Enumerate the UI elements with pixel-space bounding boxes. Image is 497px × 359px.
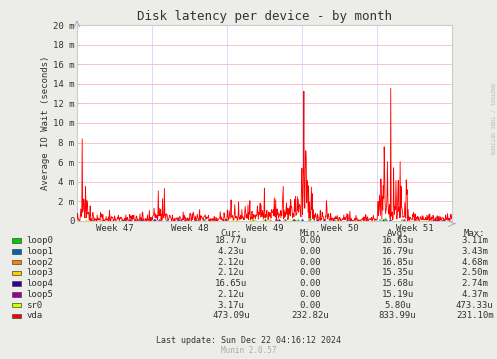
Text: 231.10m: 231.10m: [456, 311, 494, 321]
Text: 16.65u: 16.65u: [215, 279, 247, 288]
Text: 833.99u: 833.99u: [379, 311, 416, 321]
Text: loop3: loop3: [26, 268, 53, 278]
Text: 2.12u: 2.12u: [218, 268, 245, 278]
Text: 16.63u: 16.63u: [382, 236, 414, 245]
Text: 2.50m: 2.50m: [461, 268, 488, 278]
Text: vda: vda: [26, 311, 42, 321]
Text: 15.68u: 15.68u: [382, 279, 414, 288]
Text: 2.74m: 2.74m: [461, 279, 488, 288]
Text: 15.35u: 15.35u: [382, 268, 414, 278]
Text: Avg:: Avg:: [387, 229, 409, 238]
Text: 3.11m: 3.11m: [461, 236, 488, 245]
Text: Min:: Min:: [300, 229, 322, 238]
Text: 3.43m: 3.43m: [461, 247, 488, 256]
Text: 0.00: 0.00: [300, 279, 322, 288]
Text: 473.09u: 473.09u: [212, 311, 250, 321]
Text: loop0: loop0: [26, 236, 53, 245]
Y-axis label: Average IO Wait (seconds): Average IO Wait (seconds): [41, 56, 50, 190]
Text: 232.82u: 232.82u: [292, 311, 330, 321]
Text: loop1: loop1: [26, 247, 53, 256]
Text: 473.33u: 473.33u: [456, 300, 494, 310]
Text: 0.00: 0.00: [300, 236, 322, 245]
Text: 15.19u: 15.19u: [382, 290, 414, 299]
Text: 2.12u: 2.12u: [218, 290, 245, 299]
Text: 3.17u: 3.17u: [218, 300, 245, 310]
Text: 0.00: 0.00: [300, 247, 322, 256]
Text: 16.85u: 16.85u: [382, 257, 414, 267]
Text: Cur:: Cur:: [220, 229, 242, 238]
Text: Max:: Max:: [464, 229, 486, 238]
Text: 4.68m: 4.68m: [461, 257, 488, 267]
Text: 4.23u: 4.23u: [218, 247, 245, 256]
Text: loop4: loop4: [26, 279, 53, 288]
Text: 0.00: 0.00: [300, 290, 322, 299]
Text: 0.00: 0.00: [300, 257, 322, 267]
Title: Disk latency per device - by month: Disk latency per device - by month: [137, 10, 392, 23]
Text: 4.37m: 4.37m: [461, 290, 488, 299]
Text: 16.79u: 16.79u: [382, 247, 414, 256]
Text: 2.12u: 2.12u: [218, 257, 245, 267]
Text: Last update: Sun Dec 22 04:16:12 2024: Last update: Sun Dec 22 04:16:12 2024: [156, 336, 341, 345]
Text: RRDTOOL / TOBI OETIKER: RRDTOOL / TOBI OETIKER: [490, 83, 495, 154]
Text: sr0: sr0: [26, 300, 42, 310]
Text: Munin 2.0.57: Munin 2.0.57: [221, 346, 276, 355]
Text: 0.00: 0.00: [300, 268, 322, 278]
Text: loop2: loop2: [26, 257, 53, 267]
Text: 5.80u: 5.80u: [384, 300, 411, 310]
Text: 0.00: 0.00: [300, 300, 322, 310]
Text: loop5: loop5: [26, 290, 53, 299]
Text: 18.77u: 18.77u: [215, 236, 247, 245]
